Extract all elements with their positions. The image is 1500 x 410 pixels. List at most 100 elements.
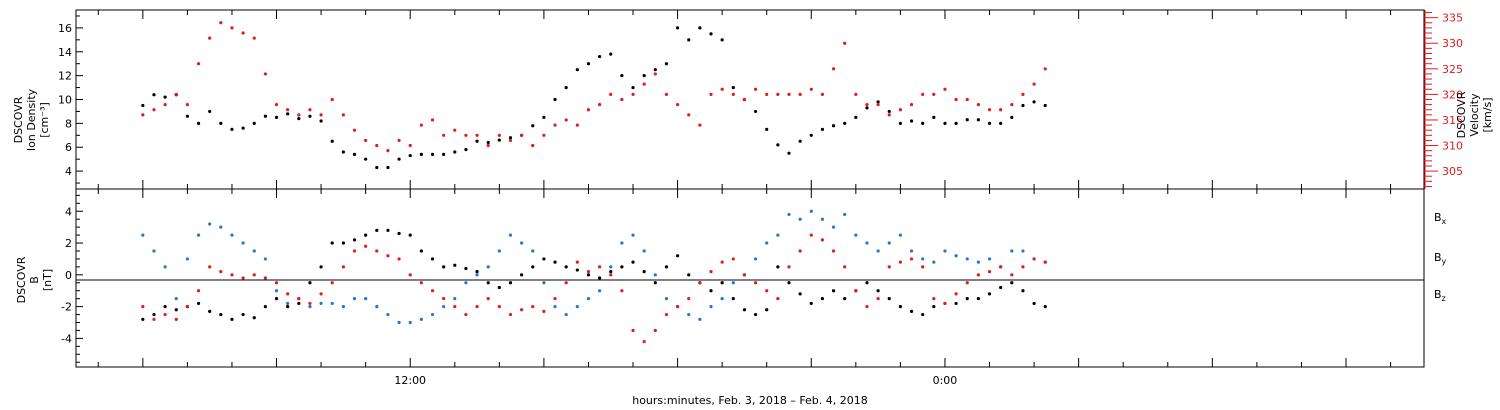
bottom-point-bx	[274, 297, 279, 301]
bottom-point-bz	[664, 312, 669, 317]
top-point-right	[497, 133, 501, 137]
bottom-point-bz	[865, 305, 869, 309]
top-point-right	[865, 103, 869, 107]
bottom-point-bx	[241, 312, 245, 317]
bottom-point-bz	[219, 270, 223, 274]
bottom-ylabel-line1: DSCOVR	[15, 256, 28, 303]
top-point-right	[765, 92, 769, 96]
bottom-point-bx	[208, 309, 212, 313]
bottom-point-bz	[185, 305, 190, 309]
bottom-point-bz	[542, 309, 546, 313]
bottom-point-by	[1010, 249, 1014, 253]
top-point-right	[876, 103, 880, 107]
bottom-point-bx	[898, 305, 902, 309]
bottom-point-bz	[230, 273, 234, 277]
bottom-point-by	[865, 241, 869, 245]
top-point-right	[976, 103, 980, 107]
bottom-point-bx	[286, 305, 290, 309]
bottom-point-by	[620, 241, 624, 245]
top-point-left	[765, 127, 769, 131]
bottom-point-by	[887, 241, 891, 245]
top-point-right	[397, 138, 401, 143]
bottom-point-by	[586, 297, 591, 301]
top-point-left	[397, 157, 401, 161]
bottom-point-bx	[664, 265, 669, 269]
top-point-left	[787, 151, 791, 155]
top-point-left	[698, 26, 702, 30]
top-panel-frame	[75, 9, 1425, 190]
bottom-point-bz	[508, 312, 513, 317]
top-point-left	[843, 121, 847, 125]
top-left-tick-label: 14	[58, 46, 72, 59]
bottom-point-bx	[954, 301, 958, 306]
top-point-right	[609, 92, 613, 96]
top-point-left	[364, 157, 368, 161]
bottom-point-by	[341, 305, 345, 309]
bottom-point-by	[286, 301, 290, 306]
bottom-point-bx	[464, 266, 468, 271]
top-point-left	[932, 115, 936, 119]
bottom-point-by	[965, 257, 969, 261]
top-point-right	[709, 92, 713, 96]
bottom-point-bz	[943, 301, 947, 306]
top-right-tick-label: 315	[1442, 114, 1463, 127]
bottom-point-by	[141, 233, 145, 237]
bottom-point-bz	[297, 297, 301, 301]
top-left-tick-label: 4	[65, 165, 72, 178]
bottom-point-by	[163, 265, 167, 269]
top-left-ylabel-line2: Ion Density	[25, 88, 38, 151]
bottom-point-by	[820, 217, 825, 221]
top-point-left	[675, 26, 680, 30]
bottom-point-bz	[820, 238, 825, 242]
bottom-point-bz	[1043, 260, 1047, 264]
bottom-point-bz	[408, 273, 412, 277]
top-point-right	[954, 97, 958, 102]
bottom-point-by	[631, 233, 635, 237]
top-point-right	[687, 113, 691, 117]
top-point-left	[1032, 100, 1036, 104]
bottom-point-bz	[520, 308, 524, 312]
top-point-left	[453, 150, 457, 154]
bottom-point-by	[698, 317, 702, 321]
bottom-point-bz	[642, 339, 646, 344]
top-point-right	[1032, 82, 1036, 86]
bottom-point-bz	[341, 265, 345, 269]
x-axis-label: hours:minutes, Feb. 3, 2018 – Feb. 4, 20…	[632, 394, 868, 407]
bottom-point-bz	[675, 305, 680, 309]
bottom-point-bz	[698, 281, 702, 285]
top-point-right	[809, 87, 813, 91]
bottom-left-tick-label: 2	[65, 237, 72, 250]
top-right-axis-ticks: 305 310 315 320 325 330 335	[1424, 10, 1463, 189]
bottom-point-bx	[843, 297, 847, 301]
bottom-point-by	[609, 265, 613, 269]
bottom-point-by	[308, 305, 312, 309]
top-point-right	[364, 138, 368, 143]
top-point-left	[876, 100, 880, 104]
bottom-point-by	[1021, 249, 1025, 253]
bottom-point-bx	[263, 305, 267, 309]
top-point-left	[664, 62, 669, 66]
bottom-point-by	[152, 249, 156, 253]
bottom-point-bx	[687, 273, 691, 277]
bottom-point-bz	[430, 289, 435, 293]
bottom-point-by	[542, 281, 546, 285]
top-point-right	[965, 97, 969, 102]
top-left-ylabel-line1: DSCOVR	[12, 96, 25, 143]
top-point-left	[430, 152, 435, 156]
top-point-left	[831, 124, 836, 128]
bottom-point-bz	[898, 260, 902, 264]
bottom-point-bx	[798, 292, 802, 296]
top-point-left	[274, 115, 279, 119]
bottom-point-by	[252, 249, 256, 253]
bottom-point-bz	[241, 276, 245, 280]
bottom-point-bx	[909, 309, 914, 313]
bottom-left-axis-ticks: -4 -2 0 2 4	[61, 194, 83, 363]
bottom-point-bx	[753, 312, 758, 317]
bottom-point-bx	[720, 281, 724, 285]
bottom-point-bx	[731, 297, 735, 301]
bottom-point-by	[497, 249, 501, 253]
bottom-point-bx	[196, 301, 201, 306]
bottom-point-by	[776, 233, 780, 237]
bottom-point-by	[464, 281, 468, 285]
